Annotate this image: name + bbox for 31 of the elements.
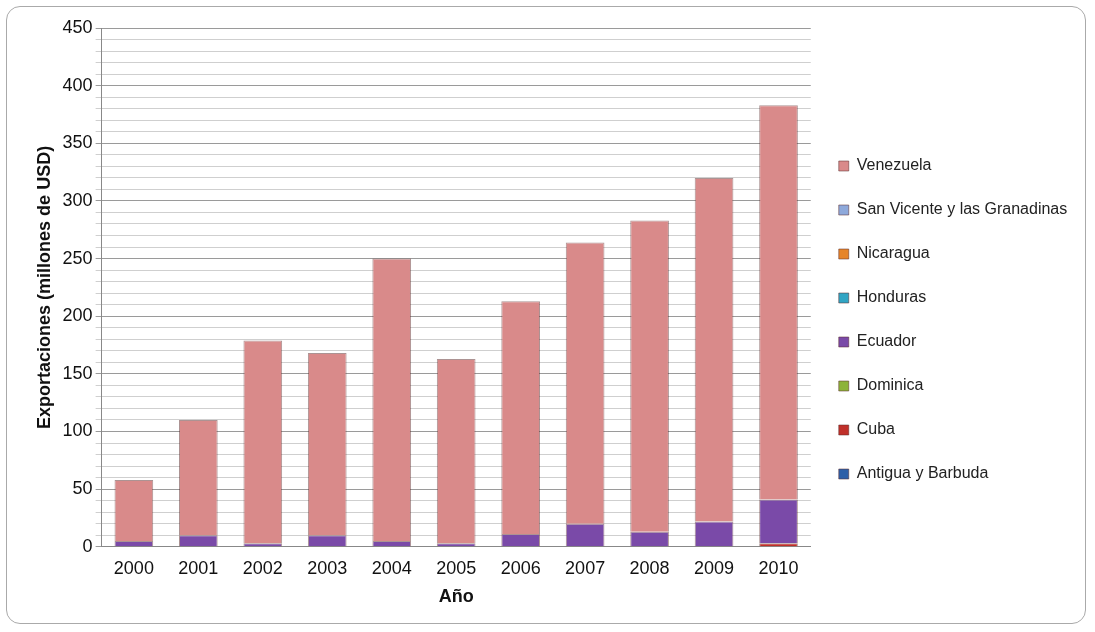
y-tick-label: 200 — [62, 305, 93, 326]
y-tick-label: 100 — [62, 420, 93, 441]
x-tick-label: 2001 — [178, 557, 219, 578]
x-tick-label: 2005 — [436, 557, 477, 578]
legend-label: Antigua y Barbuda — [856, 464, 989, 482]
y-tick-label: 300 — [62, 189, 93, 210]
y-tick-label: 150 — [62, 362, 93, 383]
y-tick-label: 450 — [62, 16, 93, 37]
x-tick-label: 2006 — [500, 557, 541, 578]
x-tick-label: 2008 — [629, 557, 670, 578]
x-tick-label: 2010 — [758, 557, 799, 578]
x-tick-label: 2002 — [242, 557, 283, 578]
legend-label: Cuba — [856, 420, 896, 438]
x-tick-label: 2000 — [113, 557, 154, 578]
x-tick-label: 2009 — [694, 557, 735, 578]
legend-label: Ecuador — [856, 332, 918, 350]
legend-label: Honduras — [856, 288, 927, 306]
x-axis-title: Año — [438, 586, 474, 607]
x-tick-label: 2004 — [371, 557, 412, 578]
y-tick-label: 250 — [62, 247, 93, 268]
legend-label: Dominica — [856, 376, 924, 394]
legend-label: Venezuela — [856, 156, 932, 174]
x-tick-label: 2007 — [565, 557, 606, 578]
x-tick-label: 2003 — [307, 557, 348, 578]
legend-label: Nicaragua — [856, 244, 930, 262]
y-tick-label: 400 — [62, 74, 93, 95]
y-axis-title: Exportaciones (millones de USD) — [33, 145, 54, 429]
y-tick-label: 0 — [82, 535, 93, 556]
y-tick-label: 350 — [62, 132, 93, 153]
legend-label: San Vicente y las Granadinas — [856, 200, 1068, 218]
y-tick-label: 50 — [72, 478, 93, 499]
